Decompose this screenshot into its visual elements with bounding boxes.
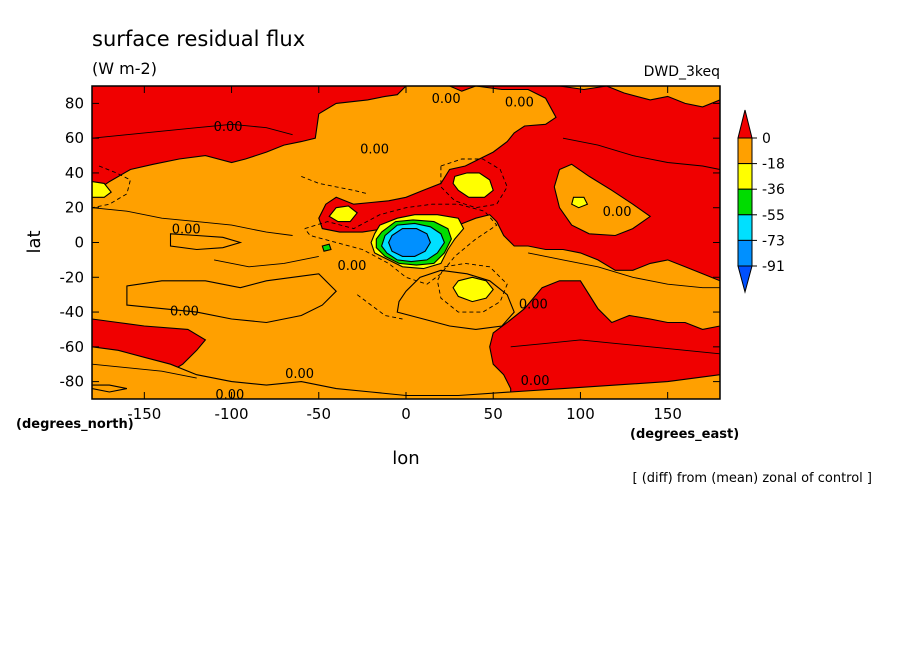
region-level-5 <box>388 228 432 257</box>
contour-label: 0.00 <box>360 143 389 158</box>
contour-line <box>214 255 319 268</box>
colorbar-label: -18 <box>762 157 785 173</box>
colorbar-swatch <box>737 214 753 241</box>
colorbar-swatch <box>737 137 753 165</box>
y-axis: -80 -60 -40 -20 0 20 40 60 80 <box>60 94 720 391</box>
contour-label: 0.00 <box>519 297 548 312</box>
contour-label: 0.00 <box>215 388 244 403</box>
contour-label: 0.00 <box>170 304 199 319</box>
x-axis: -150 -100 -50 0 50 100 150 <box>127 86 682 423</box>
y-tick-label: 40 <box>65 164 84 182</box>
contour-line <box>92 165 131 209</box>
colorbar-label: -36 <box>762 182 785 198</box>
y-tick-label: 20 <box>65 199 84 217</box>
chart-units: (W m-2) <box>92 59 157 78</box>
colorbar-swatch <box>737 188 753 216</box>
region-level-2 <box>452 276 494 303</box>
plot-area: 0.00 0.00 0.00 0.00 0.00 0.00 0.00 0.00 0.00 0.00… <box>92 86 720 403</box>
region-level-2 <box>571 196 589 209</box>
colorbar-swatch <box>737 239 753 267</box>
contour-line <box>528 252 720 289</box>
region-level-1 <box>559 86 607 91</box>
contour-line <box>92 207 293 236</box>
region-level-1 <box>92 384 128 393</box>
y-tick-label: -60 <box>60 338 85 356</box>
x-axis-label: lon <box>392 448 419 469</box>
contour-line <box>440 158 508 209</box>
filled-regions <box>92 86 720 399</box>
colorbar-swatch <box>737 163 753 190</box>
y-tick-label: 80 <box>65 94 84 112</box>
region-level-3 <box>321 243 332 252</box>
x-tick-label: 150 <box>653 405 682 423</box>
region-level-1 <box>92 346 720 399</box>
contour-label: 0.00 <box>285 367 314 382</box>
y-axis-units: (degrees_north) <box>16 417 134 432</box>
y-tick-label: 0 <box>74 234 84 252</box>
contour-line <box>510 339 720 355</box>
contour-label: 0.00 <box>432 92 461 107</box>
model-label: DWD_3keq <box>644 64 720 80</box>
contour-line <box>92 123 293 139</box>
contour-lines <box>92 123 720 379</box>
region-level-2 <box>92 181 112 198</box>
contour-label: 0.00 <box>214 120 243 135</box>
colorbar-label: -91 <box>762 259 785 275</box>
contour-line <box>436 262 508 313</box>
x-tick-label: 50 <box>484 405 503 423</box>
contour-line <box>304 203 498 285</box>
x-tick-label: -150 <box>127 405 161 423</box>
x-axis-units: (degrees_east) <box>630 427 739 442</box>
region-level-2 <box>452 172 494 198</box>
colorbar-label: -55 <box>762 208 785 224</box>
colorbar-bottom-arrow <box>737 265 753 294</box>
contour-label: 0.00 <box>521 374 550 389</box>
region-level-1 <box>606 86 720 108</box>
contour-label: 0.00 <box>505 96 534 111</box>
contour-line <box>301 175 368 195</box>
y-axis-label: lat <box>24 230 45 253</box>
x-tick-label: -100 <box>215 405 249 423</box>
colorbar-label: 0 <box>762 131 771 147</box>
contour-line <box>92 363 197 379</box>
contour-line <box>562 137 720 170</box>
region-level-1 <box>126 273 337 324</box>
chart-title: surface residual flux <box>92 27 305 51</box>
colorbar: 0 -18 -36 -55 -73 -91 <box>737 109 785 294</box>
region-level-1 <box>553 163 652 237</box>
contour-label: 0.00 <box>337 259 366 274</box>
x-tick-label: 0 <box>401 405 411 423</box>
y-tick-label: -80 <box>60 373 85 391</box>
contour-line <box>356 294 403 320</box>
contour-label: 0.00 <box>172 223 201 238</box>
contour-label: 0.00 <box>603 205 632 220</box>
region-level-1 <box>169 233 243 251</box>
y-tick-label: -20 <box>60 268 85 286</box>
y-tick-label: 60 <box>65 129 84 147</box>
footnote: [ (diff) from (mean) zonal of control ] <box>633 471 872 486</box>
colorbar-label: -73 <box>762 233 785 249</box>
x-tick-label: -50 <box>307 405 332 423</box>
x-tick-label: 100 <box>566 405 595 423</box>
region-level-2 <box>328 205 358 223</box>
colorbar-top-arrow <box>737 109 753 139</box>
y-tick-label: -40 <box>60 303 85 321</box>
contour-labels: 0.00 0.00 0.00 0.00 0.00 0.00 0.00 0.00 0.00 0.00… <box>170 92 632 403</box>
